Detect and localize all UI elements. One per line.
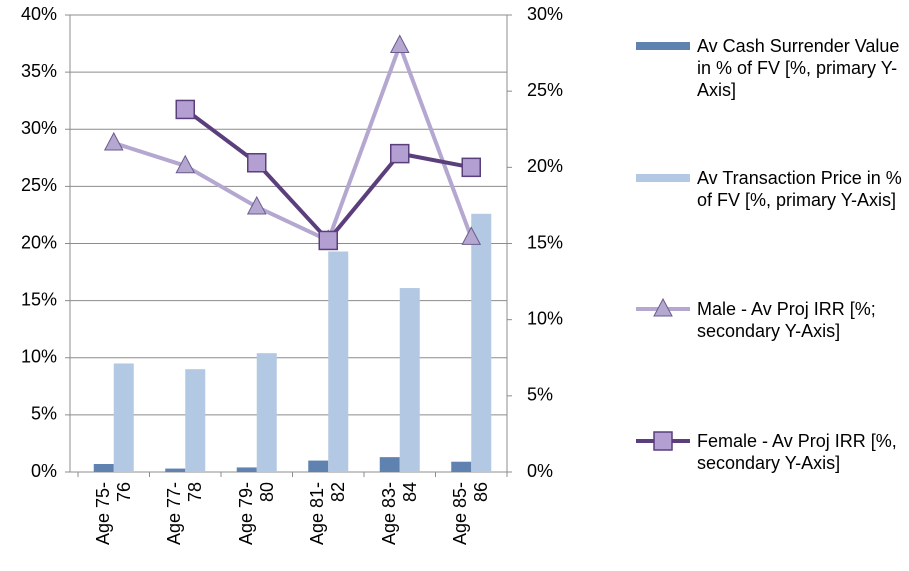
bar (451, 461, 472, 472)
y2-tick-label: 20% (527, 156, 563, 176)
y-tick-label: 35% (21, 61, 57, 81)
bar (256, 353, 277, 472)
legend-label: Av Transaction Price in % of FV [%, prim… (697, 168, 902, 210)
bar (165, 468, 186, 472)
y-tick-label: 30% (21, 118, 57, 138)
bar (113, 363, 134, 472)
bar (399, 288, 420, 472)
legend-label: Av Cash Surrender Value in % of FV [%, p… (697, 36, 900, 100)
y-tick-label: 40% (21, 4, 57, 24)
y2-tick-label: 5% (527, 385, 553, 405)
legend-swatch (636, 42, 690, 50)
y2-tick-label: 0% (527, 461, 553, 481)
marker (247, 153, 267, 173)
y-tick-label: 0% (31, 461, 57, 481)
line (113, 43, 474, 243)
x-tick-label: Age 81-82 (307, 482, 349, 546)
marker (318, 230, 338, 251)
bar (471, 213, 492, 473)
y-tick-label: 5% (31, 404, 57, 424)
bar (379, 457, 400, 472)
marker (390, 143, 410, 164)
marker (461, 226, 482, 245)
marker (246, 195, 267, 215)
marker (653, 431, 673, 451)
x-tick-label: Age 75-76 (92, 482, 134, 546)
y-tick-label: 20% (21, 232, 57, 252)
marker (389, 34, 410, 53)
x-tick-label: Age 79-80 (235, 482, 277, 546)
x-tick-label: Age 77-78 (164, 482, 206, 546)
x-tick-label: Age 85-86 (450, 482, 492, 546)
marker (175, 154, 196, 174)
legend-label: Male - Av Proj IRR [%; secondary Y-Axis] (697, 299, 876, 341)
bar (328, 251, 349, 472)
legend-swatch (636, 174, 690, 182)
y-tick-label: 10% (21, 347, 57, 367)
marker (175, 99, 195, 120)
legend-label: Female - Av Proj IRR [%, secondary Y-Axi… (697, 431, 897, 473)
y2-tick-label: 10% (527, 308, 563, 328)
marker (461, 157, 481, 178)
y-tick-label: 15% (21, 289, 57, 309)
x-tick-label: Age 83-84 (378, 482, 420, 546)
marker (653, 297, 673, 317)
bar (185, 369, 206, 472)
marker (103, 131, 124, 151)
y2-tick-label: 30% (527, 4, 563, 24)
y2-tick-label: 25% (527, 80, 563, 100)
bar (93, 464, 114, 472)
y2-tick-label: 15% (527, 232, 563, 252)
bar (236, 467, 257, 472)
y-tick-label: 25% (21, 175, 57, 195)
bar (308, 460, 329, 472)
